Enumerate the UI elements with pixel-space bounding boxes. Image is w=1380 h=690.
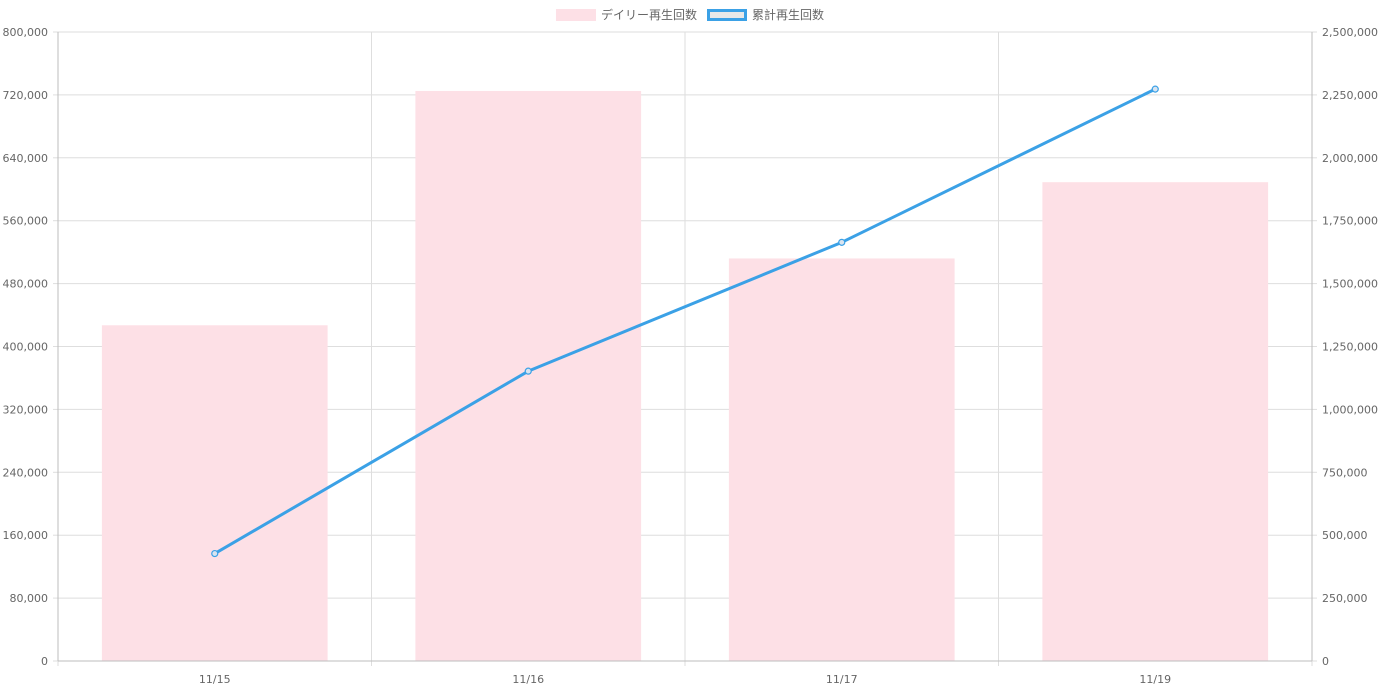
bar-daily [101,325,328,661]
bar-layer [101,90,1269,661]
y-right-tick-label: 2,250,000 [1322,89,1378,102]
y-left-tick-label: 240,000 [3,466,49,479]
y-right-tick-label: 1,500,000 [1322,278,1378,291]
point-cumulative [838,238,846,246]
legend-label-cumulative: 累計再生回数 [752,7,824,22]
y-right-tick-label: 2,000,000 [1322,152,1378,165]
point-cumulative [211,549,219,558]
y-left-tick-label: 480,000 [3,278,49,291]
x-tick-label: 11/16 [512,673,544,686]
y-left-tick-label: 640,000 [3,152,49,165]
y-right-tick-label: 2,500,000 [1322,26,1378,39]
y-right-tick-label: 500,000 [1322,529,1368,542]
line-layer [211,85,1159,558]
axis-layer: 0 80,000 160,000 240,000 320,000 400,000 480,0… [3,26,1378,686]
x-tick-label: 11/17 [826,673,858,686]
y-right-tick-label: 750,000 [1322,466,1368,479]
y-right-tick-label: 0 [1322,655,1329,668]
legend-label-daily: デイリー再生回数 [601,7,697,22]
y-left-tick-label: 320,000 [3,403,49,416]
y-left-tick-label: 160,000 [3,529,49,542]
point-cumulative [524,367,532,375]
y-left-tick-label: 80,000 [10,592,49,605]
legend-swatch-daily [555,9,596,21]
legend: デイリー再生回数 累計再生回数 [555,7,824,22]
legend-swatch-cumulative [707,9,747,21]
bar-daily [415,90,642,661]
point-cumulative [1151,85,1159,93]
y-left-tick-label: 800,000 [3,26,49,39]
bar-daily [1042,182,1269,661]
y-right-tick-label: 1,250,000 [1322,341,1378,354]
y-left-tick-label: 0 [41,655,48,668]
y-right-tick-label: 1,000,000 [1322,403,1378,416]
y-right-tick-label: 1,750,000 [1322,215,1378,228]
line-cumulative [213,87,1157,556]
x-tick-label: 11/15 [199,673,231,686]
y-right-tick-label: 250,000 [1322,592,1368,605]
y-left-tick-label: 400,000 [3,341,49,354]
x-tick-label: 11/19 [1139,673,1171,686]
y-left-tick-label: 560,000 [3,215,49,228]
y-left-tick-label: 720,000 [3,89,49,102]
bar-daily [728,258,955,661]
